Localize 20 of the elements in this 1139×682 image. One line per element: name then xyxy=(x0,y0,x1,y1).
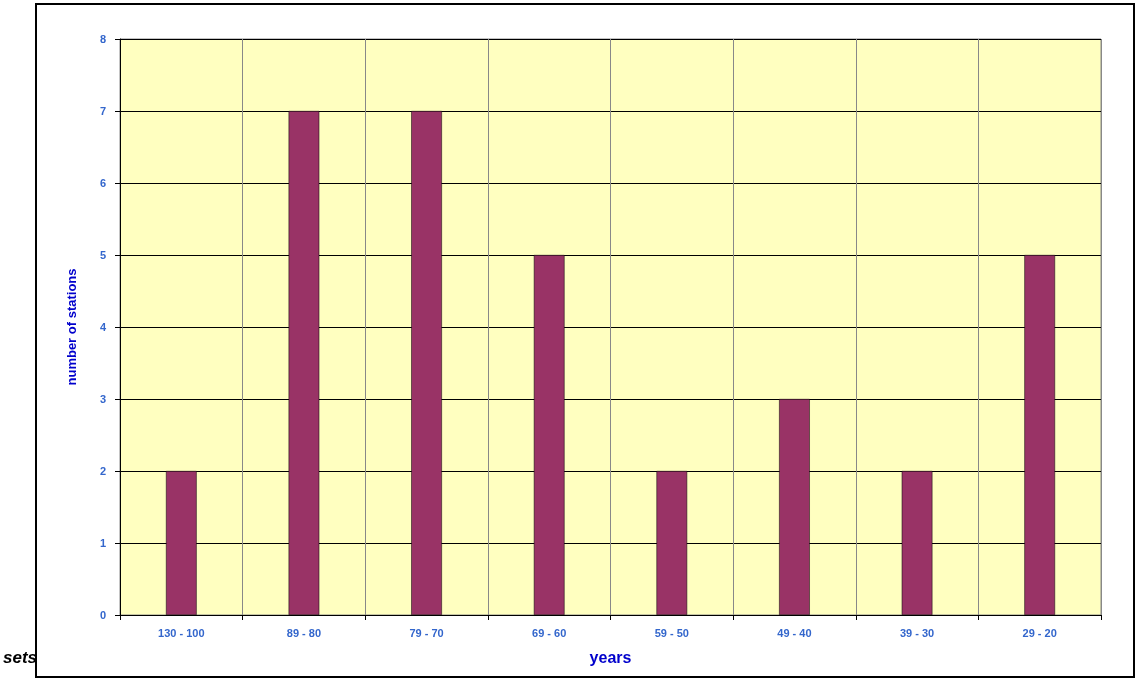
y-tick-label: 6 xyxy=(99,177,106,189)
y-tick-label: 1 xyxy=(99,537,106,549)
x-tick-label: 130 - 100 xyxy=(158,626,205,639)
x-tick-label: 89 - 80 xyxy=(286,626,322,639)
y-tick-label: 2 xyxy=(99,465,106,477)
y-tick-label: 3 xyxy=(99,393,106,405)
x-tick-label: 59 - 50 xyxy=(654,626,689,639)
x-tick-label: 29 - 20 xyxy=(1022,626,1057,639)
y-tick-label: 7 xyxy=(99,105,106,117)
x-tick-label: 69 - 60 xyxy=(532,626,567,639)
y-axis-title: number of stations xyxy=(64,268,79,386)
y-tick-label: 5 xyxy=(99,249,106,261)
y-tick-label: 4 xyxy=(99,321,107,333)
x-axis-title: years xyxy=(589,648,632,666)
x-tick-label: 79 - 70 xyxy=(409,626,444,639)
y-tick-label: 0 xyxy=(99,609,106,621)
x-tick-label: 39 - 30 xyxy=(899,626,935,639)
text: sets xyxy=(3,648,38,668)
y-tick-label: 8 xyxy=(99,33,106,45)
x-tick-label: 49 - 40 xyxy=(777,626,812,639)
